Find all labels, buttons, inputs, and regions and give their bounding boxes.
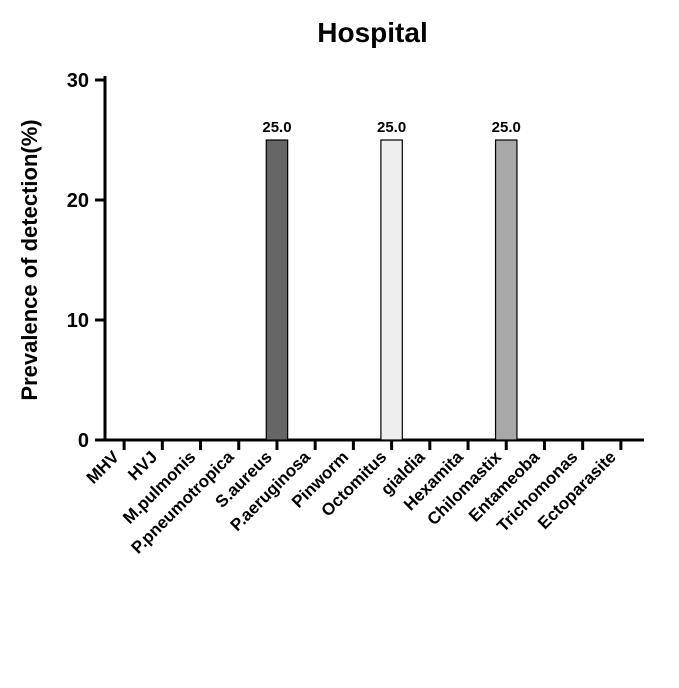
bar-value-label: 25.0 xyxy=(492,119,521,136)
y-tick-label: 20 xyxy=(67,190,89,212)
y-tick-label: 30 xyxy=(67,70,89,92)
bar-value-label: 25.0 xyxy=(262,119,291,136)
y-tick-label: 10 xyxy=(67,310,89,332)
bar xyxy=(381,140,402,440)
bar-value-label: 25.0 xyxy=(377,119,406,136)
bar-chart: Hospital 0 10 20 30 Prevalence of detection(%… xyxy=(0,0,679,688)
y-axis-label: Prevalence of detection(%) xyxy=(17,119,42,400)
bar xyxy=(496,140,517,440)
y-tick-label: 0 xyxy=(78,430,89,452)
chart-background xyxy=(0,0,679,688)
chart-title: Hospital xyxy=(317,17,427,48)
bar xyxy=(266,140,287,440)
chart-container: Hospital 0 10 20 30 Prevalence of detection(%… xyxy=(0,0,679,688)
